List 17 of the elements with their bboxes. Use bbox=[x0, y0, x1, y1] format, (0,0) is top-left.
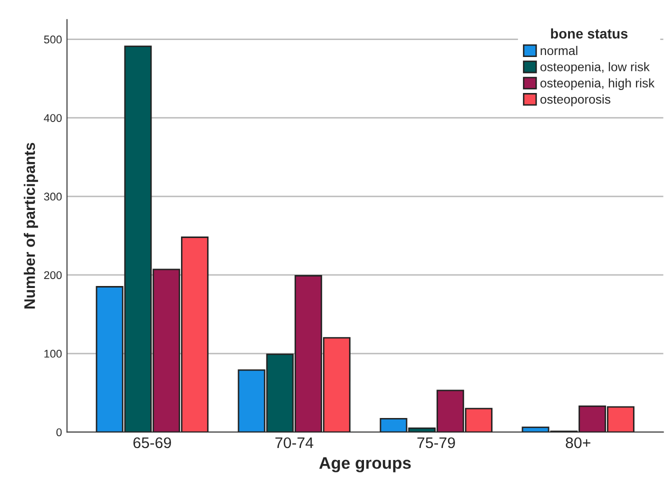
x-tick-label: 70-74 bbox=[275, 437, 314, 448]
legend-label: osteoporosis bbox=[540, 94, 610, 106]
y-axis-title: Number of participants bbox=[24, 142, 38, 308]
y-tick-label: 300 bbox=[44, 192, 62, 201]
x-tick-label: 75-79 bbox=[417, 437, 455, 448]
x-axis-title: Age groups bbox=[319, 457, 411, 472]
y-tick-label: 500 bbox=[44, 36, 62, 44]
x-tick-label: 80+ bbox=[566, 437, 590, 448]
y-tick-label: 0 bbox=[56, 428, 62, 436]
legend-label: osteopenia, low risk bbox=[540, 62, 650, 74]
legend-label: osteopenia, high risk bbox=[540, 78, 655, 90]
y-tick-label: 200 bbox=[44, 271, 62, 280]
legend-title: bone status bbox=[551, 28, 628, 39]
legend-label: normal bbox=[540, 46, 578, 56]
y-tick-label: 400 bbox=[44, 114, 62, 122]
x-tick-label: 65-69 bbox=[133, 437, 171, 448]
y-tick-label: 100 bbox=[44, 350, 62, 358]
